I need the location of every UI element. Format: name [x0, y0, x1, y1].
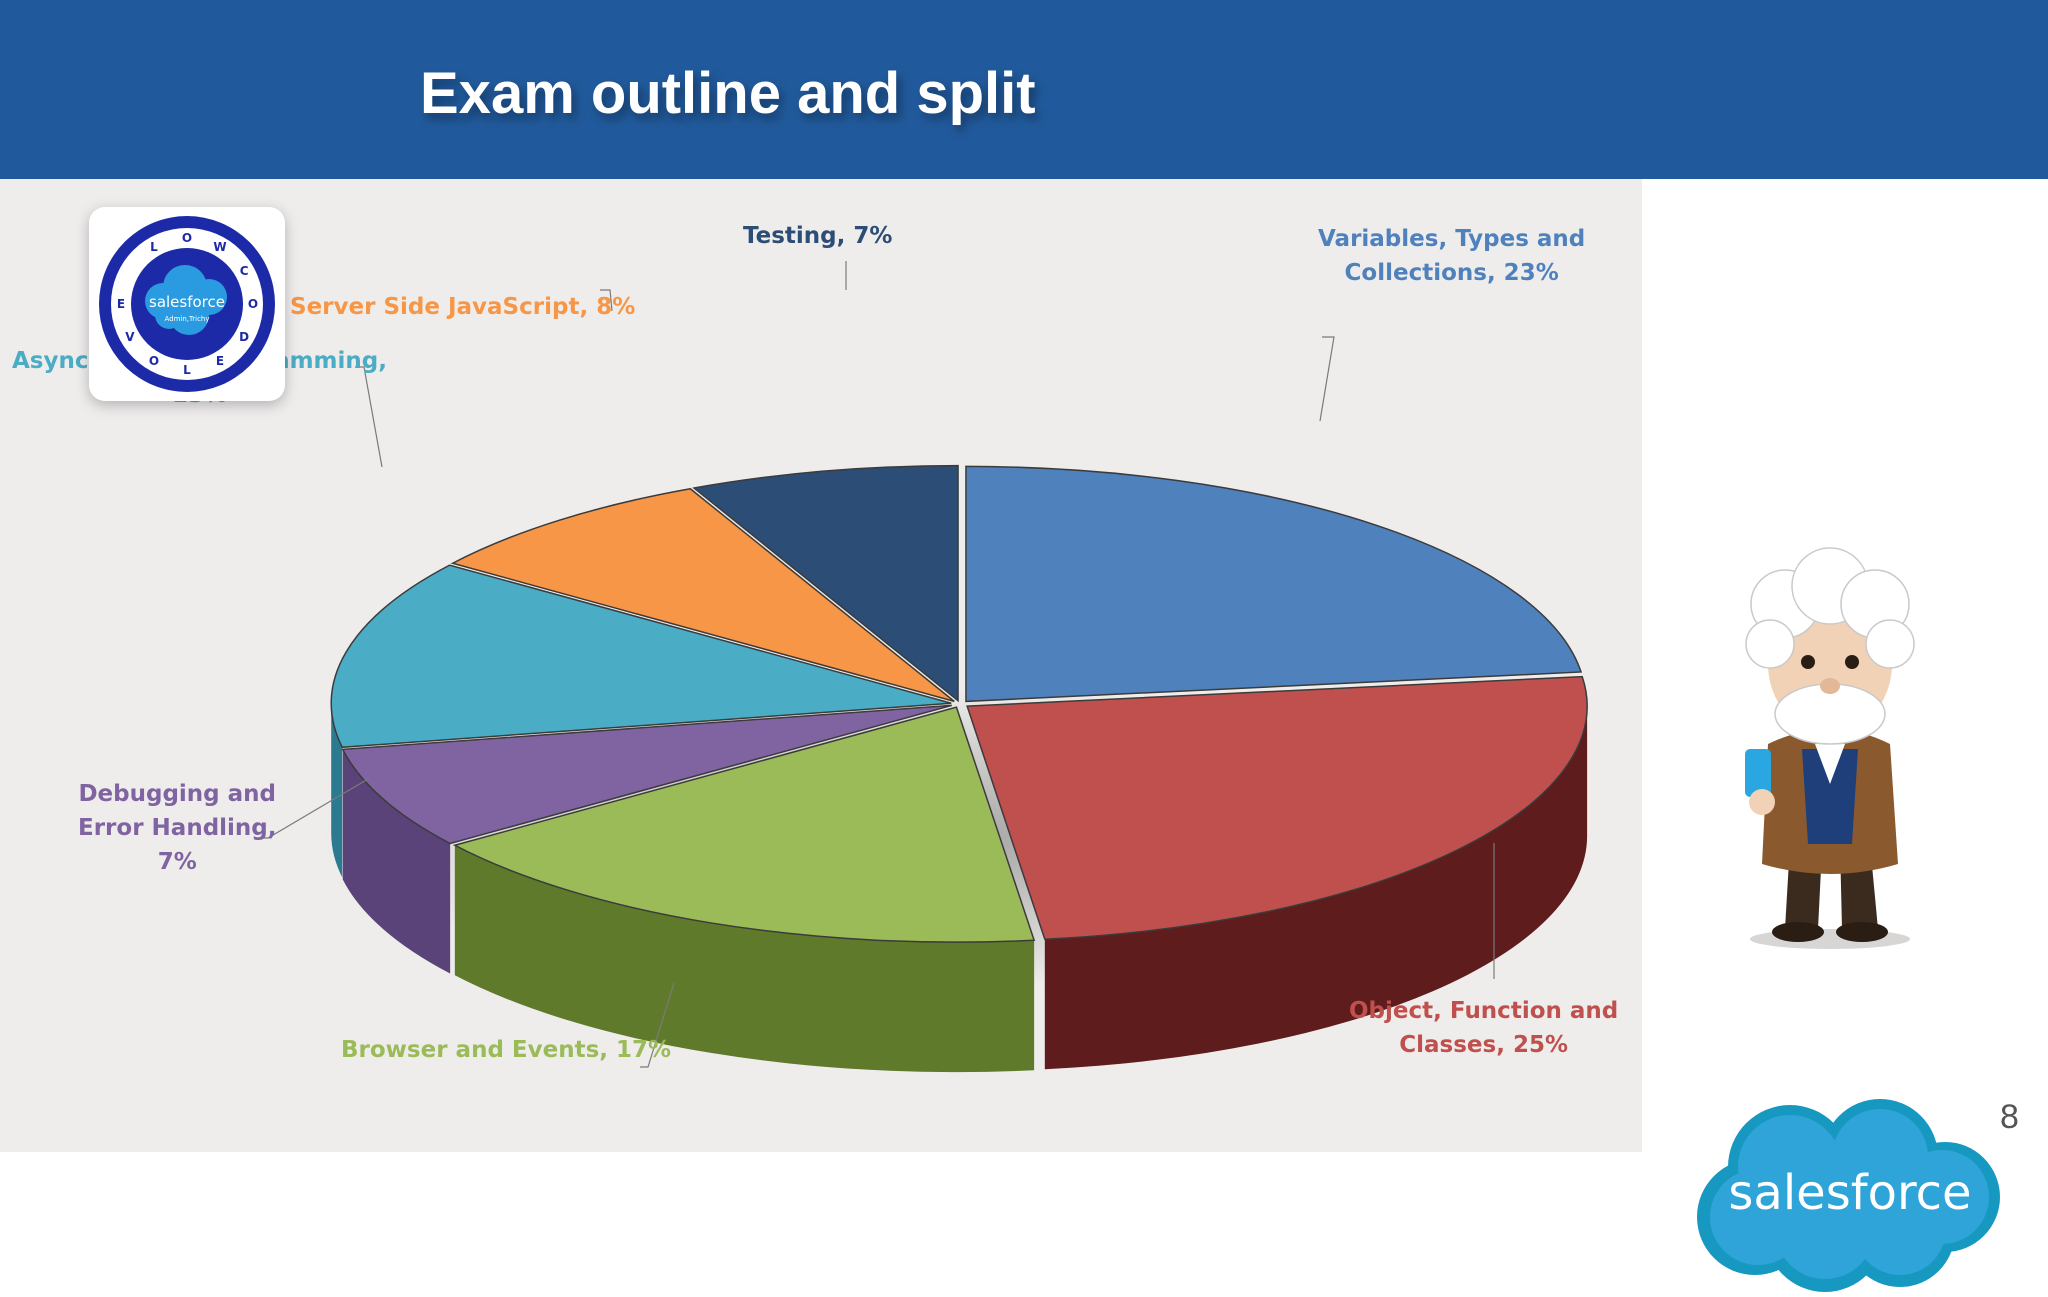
- data-label-object: Object, Function and Classes, 25%: [1349, 998, 1619, 1058]
- badge-letter: W: [213, 240, 226, 254]
- badge-letter: L: [183, 363, 191, 377]
- pie-side-browser-and-events: [454, 845, 1035, 1073]
- pie-side-asynchronous-programming: [331, 703, 343, 878]
- pie-side-object-function-and-classes: [1044, 706, 1588, 1070]
- slide-title: Exam outline and split: [420, 61, 1036, 126]
- page-number: 8: [2000, 1098, 2019, 1136]
- badge-letter: D: [239, 330, 249, 344]
- svg-text:salesforce: salesforce: [149, 293, 225, 311]
- badge-letter: O: [182, 231, 192, 245]
- pie-slice-server-side-javascript: [450, 487, 955, 703]
- badge-letter: L: [150, 240, 158, 254]
- pie-slice-variables-types-and-collections: [965, 465, 1583, 703]
- slide-header: Exam outline and split: [0, 0, 2048, 179]
- data-label-testing: Testing, 7%: [743, 223, 893, 249]
- svg-text:salesforce: salesforce: [1728, 1165, 1971, 1221]
- badge-letter: O: [149, 354, 159, 368]
- pie-slice-debugging-and-error-handling: [341, 704, 952, 845]
- data-label-variables: Variables, Types and Collections, 23%: [1318, 226, 1586, 286]
- einstein-mascot-icon: [1745, 547, 1915, 949]
- pie-slice-browser-and-events: [452, 706, 1036, 943]
- pie-side-debugging-and-error-handling: [342, 749, 451, 974]
- pie-slice-testing: [692, 464, 959, 703]
- data-label-browser: Browser and Events, 17%: [341, 1037, 672, 1063]
- pie-slice-object-function-and-classes: [966, 675, 1588, 941]
- leader-line-debugging-and-error-handling: [256, 778, 369, 839]
- salesforce-logo-icon: salesforce: [1697, 1099, 2000, 1292]
- badge-letter: E: [216, 354, 224, 368]
- badge-letter: C: [240, 264, 249, 278]
- leader-line-asynchronous-programming: [355, 366, 383, 468]
- pie-chart: [256, 261, 1588, 1073]
- data-label-debugging: Debugging and Error Handling, 7%: [78, 781, 277, 875]
- badge-letter: E: [117, 297, 125, 311]
- svg-text:Admin,Trichy: Admin,Trichy: [164, 315, 209, 323]
- data-label-server-side: Server Side JavaScript, 8%: [290, 294, 636, 320]
- badge-letter: V: [125, 330, 135, 344]
- leader-line-browser-and-events: [640, 982, 675, 1068]
- badge-letter: O: [248, 297, 258, 311]
- leader-line-server-side-javascript: [600, 289, 613, 312]
- chart-area: Variables, Types and Collections, 23% Ob…: [0, 179, 2000, 1292]
- leader-line-variables-types-and-collections: [1319, 336, 1335, 422]
- pie-slice-asynchronous-programming: [330, 564, 952, 749]
